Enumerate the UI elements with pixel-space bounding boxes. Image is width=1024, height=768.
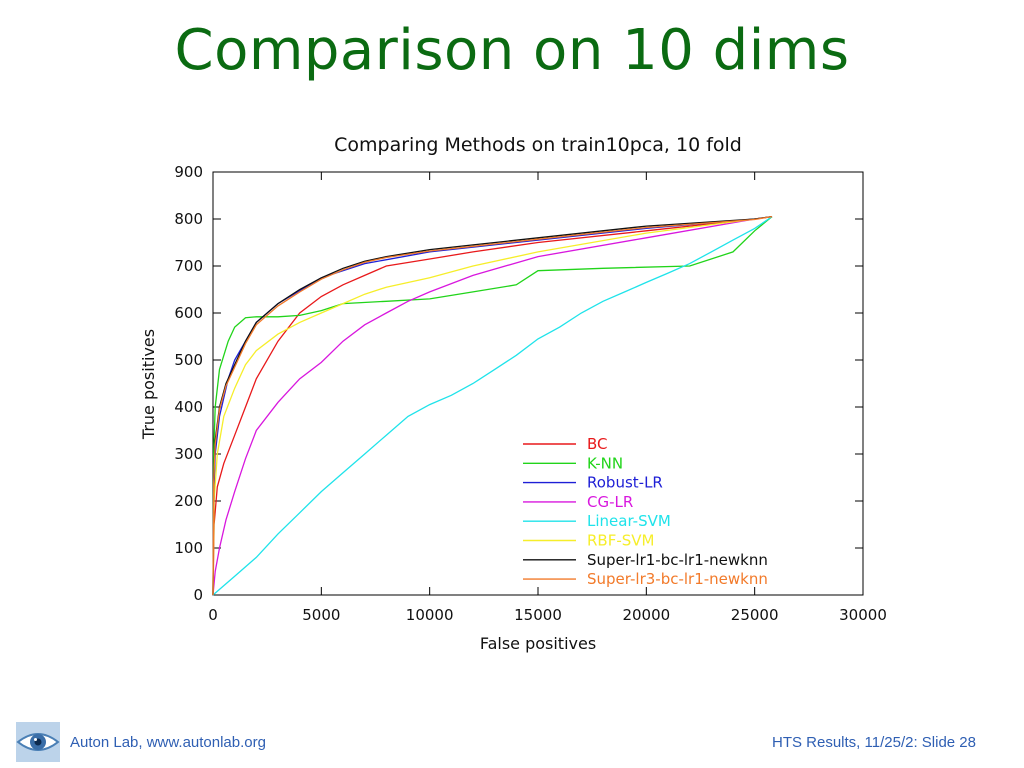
- slide-title: Comparison on 10 dims: [174, 18, 850, 83]
- plot-frame: [212, 171, 864, 596]
- series-line-robust-lr: [212, 215, 773, 596]
- x-tick-label: 20000: [622, 606, 670, 624]
- y-tick-label: 900: [174, 163, 203, 181]
- series-line-k-nn: [212, 216, 773, 596]
- series-line-rbf-svm: [212, 215, 773, 596]
- x-axis-label: False positives: [480, 634, 596, 653]
- x-tick-label: 5000: [302, 606, 340, 624]
- y-tick-label: 0: [193, 586, 203, 604]
- legend-label-super-lr1-bc-lr1-newknn: Super-lr1-bc-lr1-newknn: [587, 551, 768, 569]
- y-tick-label: 600: [174, 304, 203, 322]
- y-tick-label: 700: [174, 257, 203, 275]
- y-tick-label: 500: [174, 351, 203, 369]
- series-line-bc: [212, 215, 773, 596]
- x-tick-label: 0: [208, 606, 218, 624]
- series-line-linear-svm: [212, 216, 773, 596]
- x-tick-label: 10000: [406, 606, 454, 624]
- series-line-super-lr3-bc-lr1-newknn: [212, 215, 773, 596]
- series-line-super-lr1-bc-lr1-newknn: [212, 215, 773, 596]
- y-tick-label: 300: [174, 445, 203, 463]
- x-tick-label: 30000: [839, 606, 887, 624]
- legend-label-bc: BC: [587, 435, 608, 453]
- y-tick-label: 400: [174, 398, 203, 416]
- chart-title: Comparing Methods on train10pca, 10 fold: [334, 134, 742, 156]
- eye-logo-icon: [16, 722, 60, 762]
- x-tick-label: 15000: [514, 606, 562, 624]
- y-tick-label: 800: [174, 210, 203, 228]
- y-tick-label: 200: [174, 492, 203, 510]
- series-line-cg-lr: [212, 215, 773, 596]
- footer-left: Auton Lab, www.autonlab.org: [70, 734, 266, 751]
- legend-label-cg-lr: CG-LR: [587, 493, 633, 511]
- legend-label-rbf-svm: RBF-SVM: [587, 532, 654, 550]
- y-axis-label: True positives: [139, 329, 158, 440]
- roc-chart: Comparing Methods on train10pca, 10 fold…: [139, 134, 887, 653]
- y-tick-label: 100: [174, 539, 203, 557]
- footer-right: HTS Results, 11/25/2: Slide 28: [772, 734, 976, 751]
- legend-label-robust-lr: Robust-LR: [587, 474, 663, 492]
- legend-label-k-nn: K-NN: [587, 454, 623, 472]
- legend-label-linear-svm: Linear-SVM: [587, 512, 671, 530]
- legend-label-super-lr3-bc-lr1-newknn: Super-lr3-bc-lr1-newknn: [587, 570, 768, 588]
- x-tick-label: 25000: [731, 606, 779, 624]
